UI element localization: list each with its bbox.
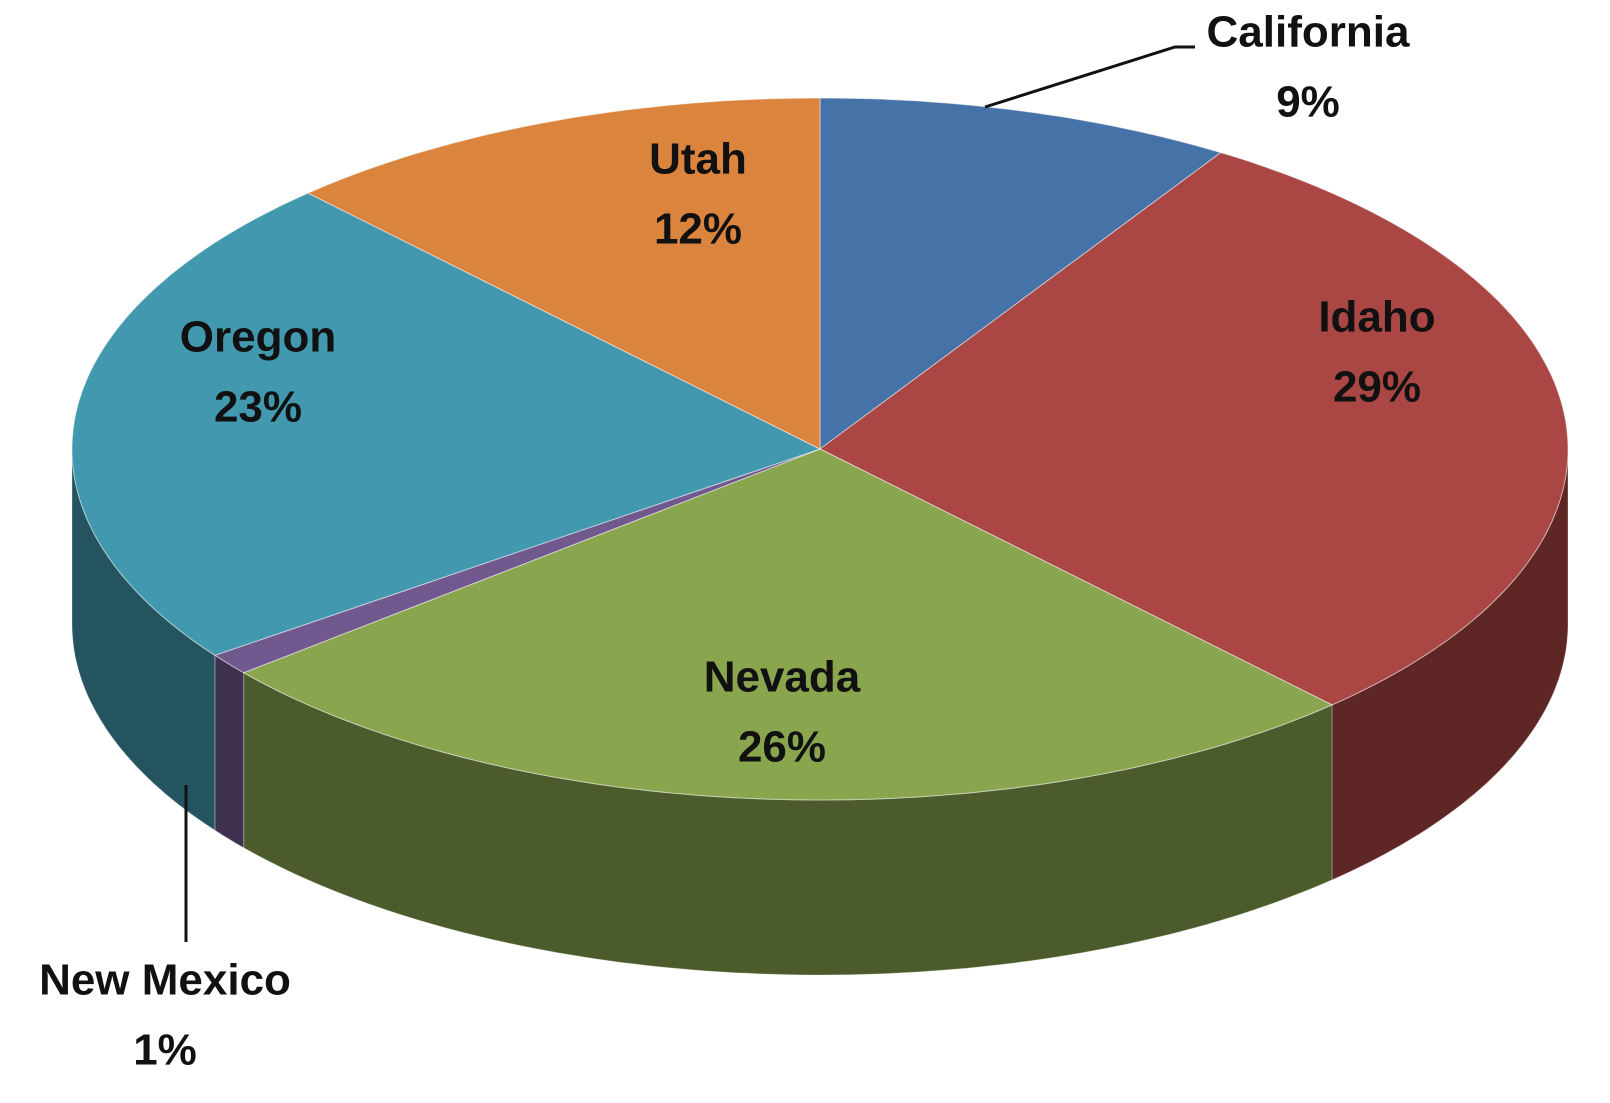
slice-label-value: 1% — [133, 1026, 197, 1075]
slice-label-name: Idaho — [1318, 293, 1435, 342]
slice-label-value: 26% — [738, 723, 826, 772]
slice — [306, 97, 821, 450]
slice — [819, 97, 1222, 450]
slice-label-name: Utah — [649, 135, 747, 184]
slice-label-name: New Mexico — [39, 956, 291, 1005]
slice-label-value: 9% — [1276, 78, 1340, 127]
slice-label-value: 29% — [1333, 363, 1421, 412]
slice-label-name: Oregon — [180, 313, 336, 362]
slice-label-name: California — [1207, 8, 1410, 57]
slice — [819, 152, 1569, 706]
slice — [242, 448, 1334, 801]
slice-label-name: Nevada — [704, 653, 861, 702]
slice-label-value: 23% — [214, 383, 302, 432]
slice-label-value: 12% — [654, 205, 742, 254]
slice — [71, 192, 822, 656]
slice-side — [214, 654, 245, 849]
leader-line — [984, 45, 1195, 109]
